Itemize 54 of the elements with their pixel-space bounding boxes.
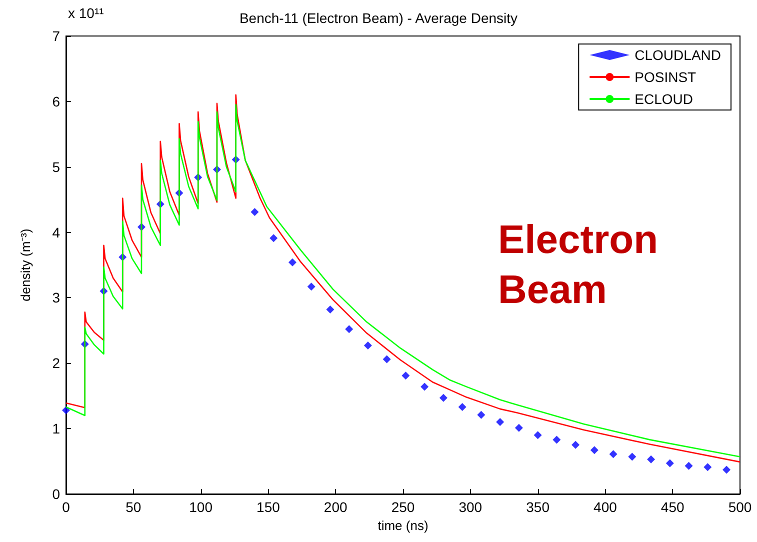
x-tick-label: 200 — [324, 499, 348, 515]
point — [420, 382, 429, 391]
legend-label: POSINST — [634, 69, 697, 85]
x-tick-label: 500 — [728, 499, 752, 515]
x-tick-label: 250 — [391, 499, 415, 515]
y-tick-label: 6 — [52, 93, 60, 110]
point — [684, 462, 693, 470]
legend-label: CLOUDLAND — [634, 47, 722, 63]
annotation: Electron Beam — [498, 218, 658, 312]
point — [364, 341, 372, 350]
x-tick-label: 350 — [526, 499, 550, 515]
point — [326, 305, 334, 314]
text: x 10¹¹ — [68, 5, 104, 21]
point — [439, 394, 448, 402]
point — [666, 459, 674, 468]
point — [382, 355, 391, 364]
point — [722, 466, 731, 474]
x-tick-label: 100 — [189, 499, 213, 515]
point — [514, 424, 523, 432]
chart-title: Bench-11 (Electron Beam) - Average Density — [239, 10, 518, 26]
point — [250, 208, 259, 216]
point — [402, 372, 410, 380]
x-axis-title: time (ns) — [378, 518, 428, 533]
point — [307, 282, 316, 291]
point — [647, 455, 656, 464]
y-tick-label: 0 — [52, 486, 60, 502]
y-tick-label: 2 — [52, 355, 60, 372]
point — [496, 418, 504, 426]
x-tick-label: 300 — [458, 499, 482, 515]
point — [534, 431, 542, 440]
y-tick-label: 4 — [52, 224, 60, 240]
legend-label: ECLOUD — [634, 91, 694, 107]
point — [270, 234, 278, 242]
point — [704, 463, 712, 472]
point — [628, 452, 636, 461]
point — [345, 325, 354, 334]
y-tick-label: 5 — [52, 158, 60, 175]
point — [609, 450, 618, 458]
point — [477, 410, 486, 419]
point — [572, 440, 580, 449]
y-tick-label: 1 — [52, 420, 60, 437]
point — [458, 402, 466, 411]
point — [590, 446, 598, 454]
y-tick-label: 3 — [52, 290, 60, 306]
point — [288, 258, 296, 266]
y-axis-title: density (m⁻³) — [18, 228, 33, 302]
point — [552, 436, 561, 444]
x-tick-label: 0 — [62, 499, 70, 515]
x-tick-label: 450 — [660, 499, 684, 515]
x-tick-label: 50 — [126, 499, 142, 515]
point — [62, 406, 70, 414]
x-tick-label: 150 — [256, 499, 280, 515]
y-tick-label: 7 — [52, 28, 60, 44]
x-tick-label: 400 — [594, 499, 618, 515]
